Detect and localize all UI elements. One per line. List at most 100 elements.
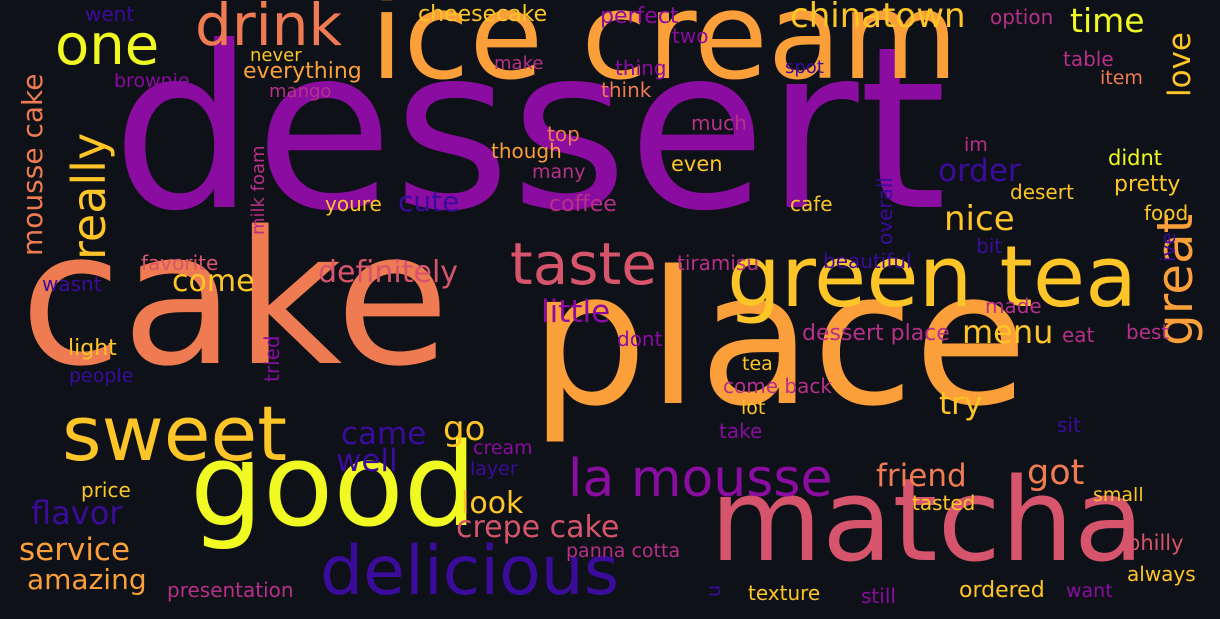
word-la-mousse: la mousse: [568, 448, 833, 509]
word-delicious: delicious: [320, 531, 620, 611]
word-though: though: [491, 139, 562, 164]
word-cafe: cafe: [790, 192, 833, 217]
word-came: came: [341, 416, 427, 453]
word-presentation: presentation: [167, 578, 294, 603]
word-youre: youre: [325, 192, 382, 217]
word-many: many: [532, 160, 586, 183]
word-small: small: [1093, 483, 1144, 506]
word-wasnt: wasnt: [42, 272, 102, 297]
word-order: order: [938, 153, 1021, 190]
word-dessert: dessert: [112, 0, 947, 261]
word-think: think: [601, 78, 652, 103]
word-option: option: [990, 5, 1054, 30]
word-well: well: [336, 443, 398, 480]
word-cake: cake: [20, 190, 450, 407]
word-even: even: [671, 152, 723, 177]
word-cheesecake: cheesecake: [418, 2, 548, 28]
word-overall: overall: [873, 177, 897, 245]
word-lot: lot: [741, 396, 766, 419]
word-didnt: didnt: [1108, 146, 1163, 171]
word-drink: drink: [195, 0, 343, 59]
word-ordered: ordered: [959, 578, 1045, 604]
word-two: two: [672, 24, 709, 49]
word-service: service: [19, 532, 131, 569]
word-flavor: flavor: [31, 494, 123, 533]
word-perfect: perfect: [600, 4, 679, 30]
word-thing: thing: [615, 56, 667, 81]
word-milk-foam: milk foam: [248, 145, 269, 235]
word-top: top: [547, 122, 580, 147]
word-im: im: [964, 133, 988, 156]
word-never: never: [250, 44, 302, 66]
word-tasted: tasted: [912, 491, 976, 516]
word-menu: menu: [962, 313, 1054, 352]
word-love: love: [1162, 32, 1198, 97]
word-eat: eat: [1062, 323, 1095, 348]
word-much: much: [691, 111, 747, 136]
word-time: time: [1070, 1, 1145, 41]
word-item: item: [1100, 66, 1143, 89]
word-taste: taste: [510, 229, 657, 298]
word-made: made: [985, 294, 1042, 319]
word-place: place: [530, 230, 1028, 447]
word-everything: everything: [243, 59, 362, 85]
word-take: take: [719, 419, 763, 444]
word-got: got: [1027, 452, 1085, 493]
word-mousse-cake: mousse cake: [16, 73, 49, 256]
word-sit: sit: [1057, 413, 1081, 438]
word-good: good: [190, 419, 477, 554]
word-crepe-cake: crepe cake: [456, 509, 620, 545]
word-go: go: [443, 408, 486, 449]
word-desert: desert: [1010, 180, 1074, 205]
word-ive: ive: [1156, 232, 1180, 262]
word-brownie: brownie: [114, 69, 190, 92]
word-always: always: [1127, 562, 1196, 587]
word-pretty: pretty: [1114, 172, 1181, 198]
word-bit: bit: [976, 234, 1003, 259]
word-mango: mango: [269, 80, 332, 102]
word-spot: spot: [785, 56, 824, 78]
word-try: try: [939, 386, 983, 423]
word-sweet: sweet: [62, 389, 288, 479]
word-come: come: [172, 263, 255, 299]
word-one: one: [55, 12, 160, 78]
word-panna-cotta: panna cotta: [566, 539, 681, 562]
word-amazing: amazing: [27, 562, 147, 596]
word-definitely: definitely: [318, 254, 459, 290]
word-come-back: come back: [723, 374, 832, 399]
word-nice: nice: [944, 198, 1015, 239]
word-really: really: [62, 132, 116, 260]
word-friend: friend: [876, 458, 967, 495]
word-dessert-place: dessert place: [802, 321, 950, 347]
word-philly: philly: [1127, 531, 1184, 556]
word-layer: layer: [470, 457, 518, 480]
word-food: food: [1144, 201, 1189, 226]
word-beautiful: beautiful: [823, 249, 912, 274]
word-green-tea: green tea: [727, 227, 1138, 327]
word-little: little: [541, 294, 611, 331]
word-table: table: [1063, 47, 1114, 72]
word-tiramisu: tiramisu: [677, 251, 760, 276]
word-texture: texture: [748, 581, 821, 606]
word-dont: dont: [617, 327, 663, 352]
word-people: people: [69, 364, 134, 387]
word-make: make: [494, 52, 544, 74]
word-tried: tried: [260, 335, 284, 382]
word-favorite: favorite: [141, 251, 219, 276]
word-best: best: [1126, 320, 1170, 345]
word-cream: cream: [473, 436, 533, 459]
word-tea: tea: [742, 352, 773, 375]
word-chinatown: chinatown: [790, 0, 966, 36]
word-went: went: [85, 2, 135, 27]
word-light: light: [68, 336, 117, 362]
word-look: look: [461, 485, 524, 521]
word-still: still: [861, 584, 896, 609]
word-want: want: [1066, 579, 1113, 602]
word-cute: cute: [398, 184, 460, 218]
word-ice-cream: ice cream: [370, 0, 959, 108]
word-price: price: [81, 478, 131, 503]
word-coffee: coffee: [549, 192, 617, 218]
word-matcha: matcha: [710, 454, 1145, 589]
word-u: u: [703, 584, 725, 597]
